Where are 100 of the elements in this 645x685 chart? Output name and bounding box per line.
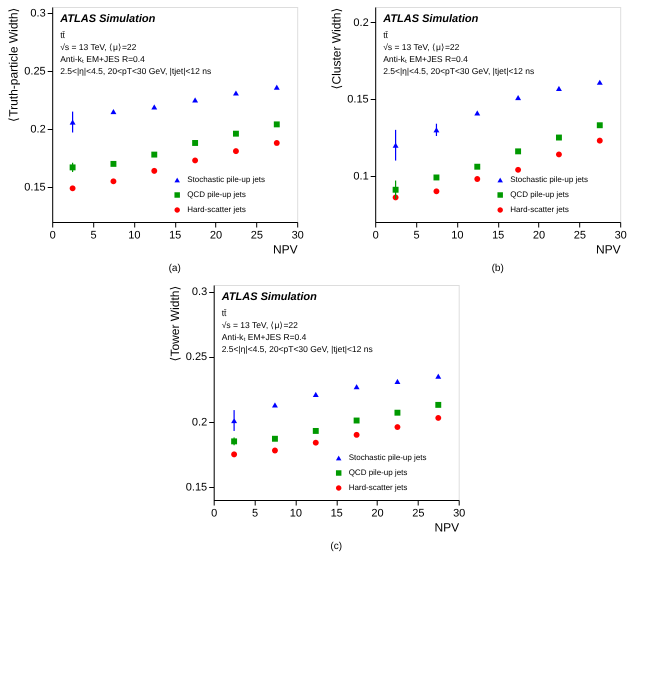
point bbox=[70, 185, 76, 192]
x-tick-label: 20 bbox=[210, 230, 222, 242]
x-tick-label: 15 bbox=[169, 230, 182, 242]
x-tick-label: 10 bbox=[290, 508, 302, 520]
text: (b) bbox=[492, 263, 504, 274]
y-tick-label: 0.15 bbox=[24, 182, 46, 194]
annotation: √s = 13 TeV, ⟨μ⟩=22 bbox=[222, 320, 298, 330]
point bbox=[596, 80, 603, 85]
annotation: ATLAS Simulation bbox=[382, 13, 479, 25]
point bbox=[394, 424, 400, 430]
x-tick-label: 20 bbox=[371, 508, 384, 520]
point bbox=[231, 451, 238, 458]
point bbox=[274, 140, 280, 146]
annotation: 2.5<|η|<4.5, 20<pT<30 GeV, |tjet|<12 ns bbox=[222, 344, 373, 354]
annotation: ATLAS Simulation bbox=[220, 291, 318, 303]
point bbox=[596, 138, 603, 144]
legend-label: QCD pile-up jets bbox=[510, 190, 569, 199]
annotation: tt̄ bbox=[60, 30, 66, 40]
y-axis-title: ⟨Tower Width⟩ bbox=[168, 286, 182, 362]
annotation: ATLAS Simulation bbox=[59, 13, 156, 25]
annotation: Anti-kₜ EM+JES R=0.4 bbox=[60, 54, 146, 64]
point bbox=[312, 428, 319, 434]
point bbox=[274, 121, 280, 128]
legend-label: Hard-scatter jets bbox=[187, 205, 246, 214]
annotation: Anti-kₜ EM+JES R=0.4 bbox=[383, 54, 468, 64]
annotation: Anti-kₜ EM+JES R=0.4 bbox=[222, 332, 307, 342]
x-tick-label: 20 bbox=[532, 230, 546, 242]
y-axis-title: ⟨Truth-particle Width⟩ bbox=[6, 8, 20, 122]
point bbox=[394, 378, 400, 384]
legend-label: QCD pile-up jets bbox=[348, 468, 408, 477]
x-tick-label: 15 bbox=[492, 230, 504, 242]
legend-label: Stochastic pile-up jets bbox=[348, 453, 427, 462]
y-axis-title: ⟨Cluster Width⟩ bbox=[329, 8, 344, 90]
y-tick-label: 0.2 bbox=[30, 124, 46, 136]
x-tick-label: 15 bbox=[330, 508, 343, 520]
y-tick-label: 0.3 bbox=[192, 286, 208, 298]
point bbox=[151, 168, 158, 174]
point bbox=[110, 178, 116, 184]
x-tick-label: 5 bbox=[413, 230, 420, 242]
point bbox=[474, 176, 480, 182]
point bbox=[110, 109, 116, 114]
point bbox=[192, 140, 198, 146]
point bbox=[433, 188, 440, 194]
text: (c) bbox=[330, 541, 342, 552]
y-tick-label: 0.15 bbox=[186, 481, 208, 494]
point bbox=[192, 157, 198, 164]
point bbox=[354, 432, 360, 438]
legend-label: Hard-scatter jets bbox=[510, 205, 569, 214]
point bbox=[192, 97, 198, 103]
annotation: tt̄ bbox=[222, 308, 228, 318]
point bbox=[354, 418, 360, 424]
annotation: tt̄ bbox=[383, 30, 389, 40]
point bbox=[354, 384, 360, 390]
x-tick-label: 10 bbox=[451, 230, 464, 242]
point bbox=[435, 402, 442, 408]
point bbox=[515, 166, 522, 173]
point bbox=[556, 86, 562, 91]
x-tick-label: 0 bbox=[50, 230, 56, 242]
point bbox=[394, 410, 400, 416]
y-tick-label: 0.2 bbox=[353, 16, 369, 29]
point bbox=[474, 110, 480, 116]
x-tick-label: 5 bbox=[252, 508, 258, 520]
x-tick-label: 0 bbox=[211, 508, 218, 520]
x-axis-title: NPV bbox=[434, 520, 460, 534]
x-axis-title: NPV bbox=[596, 242, 621, 256]
point bbox=[110, 160, 116, 167]
x-tick-label: 5 bbox=[90, 230, 97, 242]
legend-label: Stochastic pile-up jets bbox=[510, 175, 588, 184]
x-tick-label: 30 bbox=[292, 230, 304, 242]
point bbox=[433, 174, 440, 180]
point bbox=[232, 148, 239, 154]
legend-label: Stochastic pile-up jets bbox=[187, 175, 266, 184]
annotation: √s = 13 TeV, ⟨μ⟩=22 bbox=[383, 42, 460, 52]
point bbox=[556, 134, 562, 140]
point bbox=[312, 440, 319, 446]
x-tick-label: 30 bbox=[453, 508, 466, 520]
x-tick-label: 30 bbox=[614, 230, 627, 242]
x-tick-label: 10 bbox=[128, 230, 140, 242]
legend-label: Hard-scatter jets bbox=[348, 483, 408, 492]
x-tick-label: 25 bbox=[574, 230, 586, 242]
text: (a) bbox=[168, 263, 181, 274]
point bbox=[435, 374, 442, 379]
y-tick-label: 0.25 bbox=[24, 65, 46, 78]
annotation: 2.5<|η|<4.5, 20<pT<30 GeV, |tjet|<12 ns bbox=[60, 66, 212, 76]
point bbox=[556, 151, 562, 158]
x-tick-label: 25 bbox=[412, 508, 424, 520]
point bbox=[435, 414, 442, 421]
x-axis-title: NPV bbox=[273, 242, 298, 256]
point bbox=[232, 90, 239, 96]
point bbox=[274, 84, 280, 90]
y-tick-label: 0.3 bbox=[30, 7, 46, 20]
point bbox=[151, 104, 158, 110]
point bbox=[151, 152, 158, 158]
point bbox=[272, 402, 278, 408]
annotation: 2.5<|η|<4.5, 20<pT<30 GeV, |tjet|<12 ns bbox=[383, 66, 534, 76]
point bbox=[515, 95, 522, 100]
annotation: √s = 13 TeV, ⟨μ⟩=22 bbox=[60, 42, 137, 52]
x-tick-label: 25 bbox=[250, 230, 263, 242]
y-tick-label: 0.1 bbox=[353, 170, 369, 182]
point bbox=[232, 130, 239, 137]
